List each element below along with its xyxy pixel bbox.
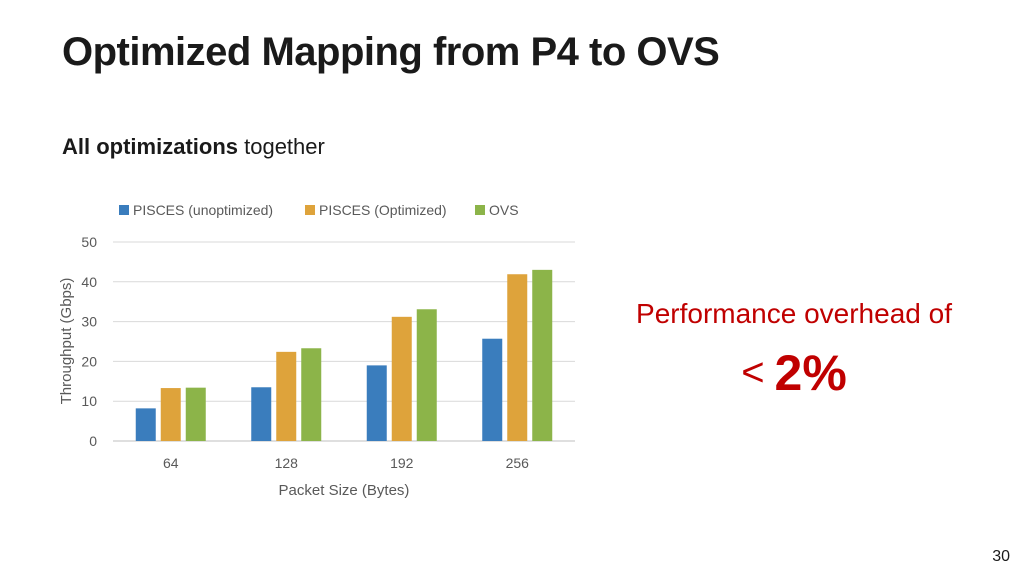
page-title: Optimized Mapping from P4 to OVS — [62, 30, 720, 74]
x-tick-label: 256 — [506, 455, 530, 471]
legend-label: PISCES (Optimized) — [319, 202, 447, 218]
bar-pisces-unoptimized-128 — [251, 387, 272, 441]
y-tick-labels: 0 10 20 30 40 50 — [81, 234, 97, 449]
overhead-callout-value: <2% — [600, 344, 988, 402]
y-tick-label: 10 — [81, 393, 97, 409]
bar-pisces-optimized-192 — [391, 316, 412, 441]
bar-pisces-optimized-64 — [160, 388, 181, 441]
y-tick-label: 30 — [81, 314, 97, 330]
bar-pisces-unoptimized-256 — [482, 338, 503, 441]
less-than-symbol: < — [741, 350, 765, 395]
bar-ovs-128 — [301, 348, 322, 441]
bar-ovs-64 — [185, 387, 206, 441]
legend-label: OVS — [489, 202, 519, 218]
bar-ovs-192 — [416, 309, 437, 441]
overhead-percentage: 2% — [774, 345, 847, 401]
x-tick-label: 192 — [390, 455, 414, 471]
bar-chart: 0 10 20 30 40 50 64 128 192 256 PISCES (unoptimi… — [58, 202, 575, 499]
legend-swatch — [119, 205, 129, 215]
y-axis-label: Throughput (Gbps) — [58, 278, 75, 405]
subtitle-bold: All optimizations — [62, 134, 238, 159]
overhead-callout-text: Performance overhead of — [636, 298, 952, 329]
bar-pisces-optimized-128 — [276, 351, 297, 441]
legend: PISCES (unoptimized) PISCES (Optimized) OV… — [119, 202, 519, 218]
bar-pisces-unoptimized-192 — [366, 365, 387, 441]
legend-swatch — [305, 205, 315, 215]
bar-pisces-unoptimized-64 — [135, 408, 156, 441]
y-tick-label: 40 — [81, 274, 97, 290]
subtitle: All optimizations together — [62, 134, 325, 160]
y-tick-label: 20 — [81, 353, 97, 369]
page-number: 30 — [992, 548, 1010, 565]
bar-ovs-256 — [532, 269, 553, 441]
subtitle-rest: together — [238, 134, 325, 159]
x-axis-label: Packet Size (Bytes) — [279, 482, 410, 499]
gridlines — [113, 241, 575, 442]
x-tick-label: 64 — [163, 455, 179, 471]
y-tick-label: 0 — [89, 433, 97, 449]
bar-pisces-optimized-256 — [507, 274, 528, 441]
legend-label: PISCES (unoptimized) — [133, 202, 273, 218]
y-tick-label: 50 — [81, 234, 97, 250]
x-tick-label: 128 — [275, 455, 299, 471]
legend-swatch — [475, 205, 485, 215]
bars — [135, 269, 553, 441]
x-tick-labels: 64 128 192 256 — [163, 455, 529, 471]
